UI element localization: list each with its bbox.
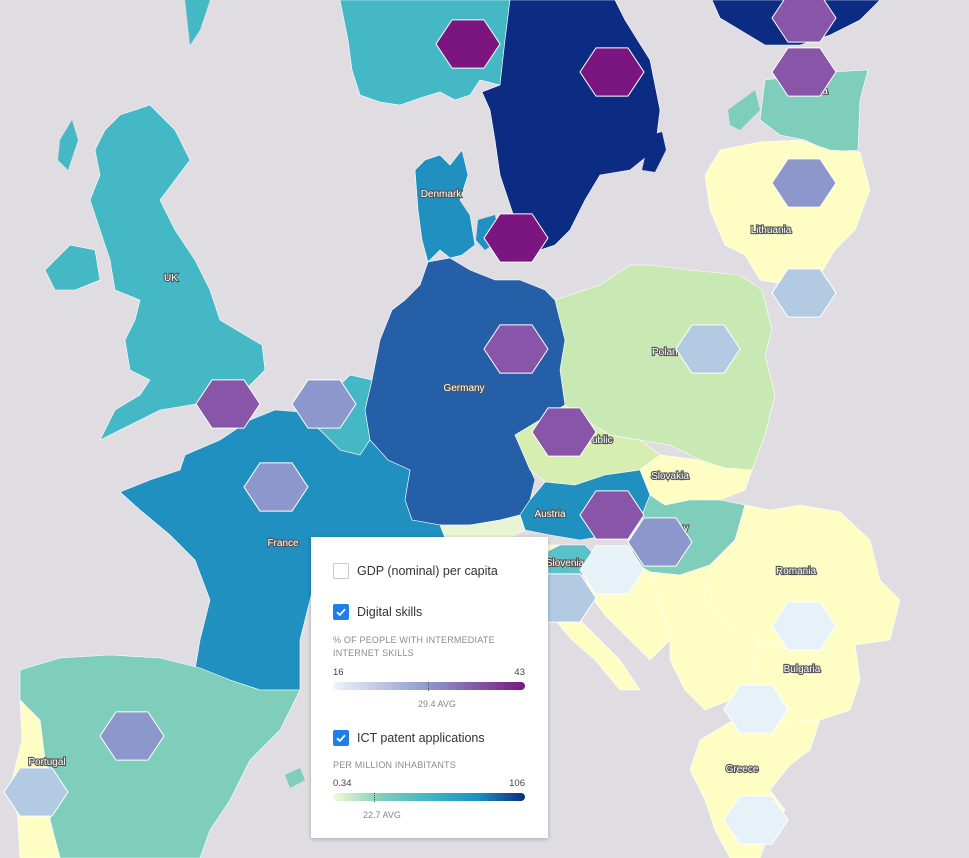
label-bulgaria: Bulgaria <box>784 664 821 675</box>
hex-belgium[interactable] <box>291 379 357 429</box>
ict-patents-checkbox[interactable] <box>333 730 349 746</box>
hex-uk[interactable] <box>195 379 261 429</box>
hex-lithuania[interactable] <box>771 268 837 318</box>
label-france: France <box>267 538 299 549</box>
label-romania: Romania <box>776 566 816 577</box>
hex-portugal[interactable] <box>3 767 69 817</box>
gdp-label: GDP (nominal) per capita <box>357 564 498 578</box>
hex-hungary[interactable] <box>627 517 693 567</box>
legend-panel: GDP (nominal) per capita Digital skills … <box>311 537 548 838</box>
checkmark-icon <box>336 734 346 743</box>
hex-germany[interactable] <box>483 324 549 374</box>
hex-romania[interactable] <box>771 601 837 651</box>
country-kaliningrad <box>700 252 745 275</box>
label-portugal: Portugal <box>28 757 65 768</box>
hex-norway[interactable] <box>435 19 501 69</box>
label-poland: Polan <box>652 347 678 358</box>
island-balearic <box>285 768 305 788</box>
gdp-checkbox[interactable] <box>333 563 349 579</box>
layer-toggle-ict-patents[interactable]: ICT patent applications <box>333 730 485 746</box>
label-austria: Austria <box>534 509 566 520</box>
digital-skills-label: Digital skills <box>357 605 423 619</box>
island-hebrides <box>58 120 78 170</box>
hex-france[interactable] <box>243 462 309 512</box>
hex-slovenia[interactable] <box>579 545 645 595</box>
island-gotland <box>642 132 666 172</box>
hex-austria[interactable] <box>579 490 645 540</box>
hex-czech[interactable] <box>531 407 597 457</box>
label-denmark: Denmark <box>421 189 463 200</box>
ict-patents-max: 106 <box>509 778 525 789</box>
label-lithuania: Lithuania <box>751 225 792 236</box>
country-uk[interactable] <box>89 104 266 441</box>
checkmark-icon <box>336 608 346 617</box>
digital-skills-subtitle: % OF PEOPLE WITH INTERMEDIATE INTERNET S… <box>333 635 495 658</box>
hex-latvia[interactable] <box>771 158 837 208</box>
island-saaremaa <box>728 90 760 130</box>
hex-finland[interactable] <box>771 0 837 43</box>
label-greece: Greece <box>726 764 759 775</box>
country-balkans[interactable] <box>649 564 761 711</box>
ict-patents-min: 0.34 <box>333 778 352 789</box>
digital-skills-min: 16 <box>333 667 344 678</box>
ict-patents-label: ICT patent applications <box>357 731 485 745</box>
digital-skills-max: 43 <box>514 667 525 678</box>
hex-poland[interactable] <box>675 324 741 374</box>
hex-estonia[interactable] <box>771 47 837 97</box>
ict-patents-gradient-bar <box>333 793 525 801</box>
island-orkney <box>185 0 210 45</box>
hex-denmark[interactable] <box>483 213 549 263</box>
hex-markers <box>3 0 837 845</box>
label-hungary: y <box>684 523 689 534</box>
label-uk: UK <box>164 273 178 284</box>
country-ireland[interactable] <box>44 244 101 291</box>
layer-toggle-gdp[interactable]: GDP (nominal) per capita <box>333 563 498 579</box>
digital-skills-checkbox[interactable] <box>333 604 349 620</box>
country-denmark[interactable] <box>414 149 476 263</box>
hex-bulgaria[interactable] <box>723 684 789 734</box>
ict-patents-avg-tick <box>373 793 375 802</box>
hex-greece[interactable] <box>723 795 789 845</box>
digital-skills-avg: 29.4 AVG <box>418 699 456 709</box>
label-estonia: a <box>822 86 828 97</box>
hex-spain[interactable] <box>99 711 165 761</box>
label-slovenia: Slovenia <box>546 558 585 569</box>
layer-toggle-digital-skills[interactable]: Digital skills <box>333 604 422 620</box>
ict-patents-subtitle: PER MILLION INHABITANTS <box>333 760 456 770</box>
ict-patents-avg: 22.7 AVG <box>363 810 401 820</box>
country-france[interactable] <box>119 409 446 691</box>
hex-sweden[interactable] <box>579 47 645 97</box>
label-slovakia: Slovakia <box>651 471 689 482</box>
digital-skills-avg-tick <box>428 682 430 691</box>
label-germany: Germany <box>443 383 484 394</box>
label-czech: ublic <box>592 435 613 446</box>
